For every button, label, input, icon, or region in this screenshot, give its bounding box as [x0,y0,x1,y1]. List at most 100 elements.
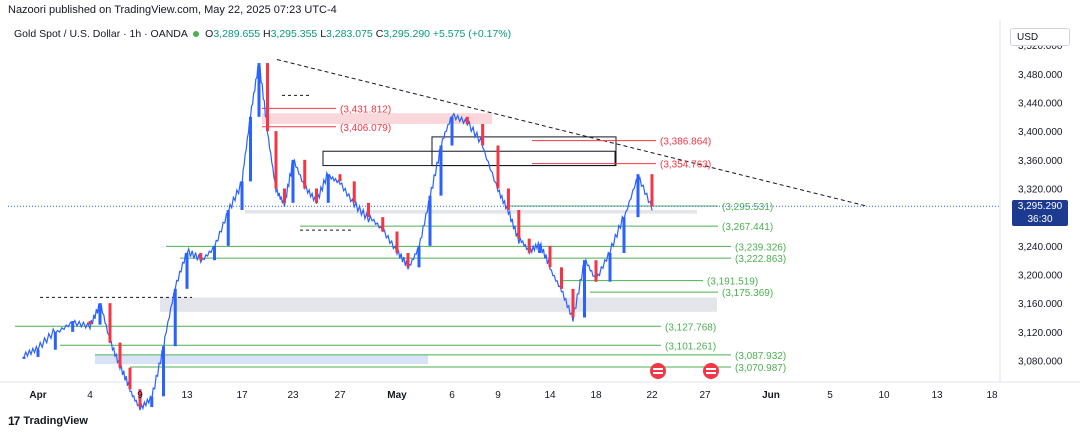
x-tick-label: 4 [87,390,93,401]
y-tick-label: 3,320.000 [1018,185,1063,196]
level-label: (3,354.763) [660,160,711,171]
price-candle [527,238,531,253]
price-candle [636,174,640,218]
x-tick-label: 22 [646,390,658,401]
y-tick-label: 3,400.000 [1018,127,1063,138]
y-tick-label: 3,080.000 [1018,357,1063,368]
high-value: 3,295.355 [270,28,318,40]
range-box [322,150,616,167]
price-candle [548,245,552,268]
price-candle [428,195,432,246]
price-candle [249,116,252,182]
current-price-box: 3,295.290 36:30 [1012,200,1068,226]
tradingview-brand: TradingView [23,415,88,427]
price-candle [506,188,510,210]
price-candle [118,342,122,368]
us-event-flag-icon [703,363,719,379]
price-candle [88,321,92,325]
x-tick-label: 27 [334,390,346,401]
bar-countdown: 36:30 [1027,214,1053,225]
us-flag-stripe [706,368,716,370]
price-candle [108,303,112,343]
price-candle [266,63,269,132]
price-candle [406,253,410,268]
fvg-zone [95,354,428,365]
x-tick-label: 13 [931,390,943,401]
x-tick-label: 6 [449,390,455,401]
open-label: O [205,28,214,40]
price-candle [496,145,500,189]
x-tick-label: 9 [495,390,501,401]
price-candle [150,396,154,408]
change-value: +5.575 (+0.17%) [432,28,512,40]
low-label: L [320,28,327,40]
trend-line [276,59,869,207]
price-candle [257,63,261,117]
x-tick-label: Apr [29,390,46,401]
price-candle [22,356,26,359]
low-value: 3,283.075 [326,28,373,40]
price-candle [53,331,57,350]
price-candle [315,188,318,203]
level-label: (3,175.369) [722,288,773,299]
price-candle [71,321,75,332]
price-candle [173,288,177,347]
tradingview-logo[interactable]: 17 TradingView [8,414,88,428]
price-candle [560,267,563,289]
price-candle [395,231,399,253]
y-tick-label: 3,200.000 [1018,271,1063,282]
x-tick-label: 13 [181,390,193,401]
x-tick-label: 18 [986,390,998,401]
level-label: (3,295.531) [722,202,773,213]
y-tick-label: 3,120.000 [1018,328,1063,339]
y-tick-label: 3,520.000 [1018,41,1063,52]
price-candle [517,210,521,239]
price-candle [326,174,330,203]
level-label: (3,386.864) [660,137,711,148]
price-candle [199,253,203,261]
level-label: (3,127.768) [665,322,716,333]
x-tick-label: 10 [878,390,890,401]
price-candle [291,159,295,203]
price-candle [439,145,443,196]
x-tick-label: 9 [137,390,143,401]
open-value: 3,289.655 [213,28,261,40]
us-flag-stripe [653,372,663,374]
level-label: (3,222.863) [735,254,786,265]
price-candle [36,349,40,357]
level-label: (3,267.441) [722,222,773,233]
currency-selector[interactable]: USD [1010,28,1070,46]
demand-zone [160,297,717,312]
x-tick-label: 27 [699,390,711,401]
price-candle [162,346,165,397]
us-flag-circle [650,363,666,379]
symbol-name[interactable]: Gold Spot / U.S. Dollar · 1h · OANDA [14,28,188,40]
price-candle [185,253,189,289]
y-tick-label: 3,440.000 [1018,99,1063,110]
x-tick-label: 5 [827,390,833,401]
symbol-info-bar: Gold Spot / U.S. Dollar · 1h · OANDA O3,… [14,28,511,40]
price-candle [240,181,244,210]
price-candle [417,245,421,268]
price-candle [608,253,612,282]
price-candle [338,174,342,182]
price-candle [583,260,586,318]
level-label: (3,087.932) [735,351,786,362]
level-label: (3,406.079) [340,123,391,134]
price-candle [213,245,216,261]
price-candle [138,389,142,408]
price-candle [98,303,102,325]
y-tick-label: 3,360.000 [1018,156,1063,167]
price-candle [481,124,485,146]
price-candle [303,159,307,189]
price-candle [367,202,370,218]
price-candle [622,217,626,253]
price-candle [381,217,385,232]
price-candle [450,116,454,146]
x-tick-label: 23 [287,390,299,401]
high-label: H [262,28,271,40]
price-candle [465,116,469,124]
price-candle [128,367,132,390]
price-candle [352,181,356,203]
